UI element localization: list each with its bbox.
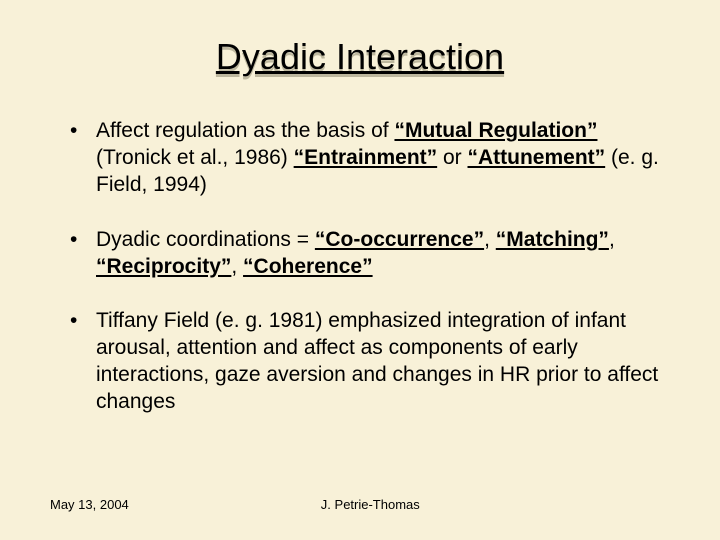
emphasis-text: “Attunement”	[468, 146, 606, 169]
bullet-item: Dyadic coordinations = “Co-occurrence”, …	[78, 227, 670, 281]
emphasis-text: “Entrainment”	[294, 146, 438, 169]
body-text: ,	[609, 228, 615, 251]
body-text: ,	[231, 255, 243, 278]
footer-date: May 13, 2004	[50, 497, 261, 512]
emphasis-text: “Coherence”	[243, 255, 373, 278]
emphasis-text: “Mutual Regulation”	[394, 119, 597, 142]
body-text: Dyadic coordinations =	[96, 228, 315, 251]
bullet-list: Affect regulation as the basis of “Mutua…	[50, 118, 670, 416]
emphasis-text: “Co-occurrence”	[315, 228, 484, 251]
body-text: Tiffany Field (e. g. 1981) emphasized in…	[96, 309, 658, 413]
emphasis-text: “Reciprocity”	[96, 255, 231, 278]
title-text: Dyadic Interaction	[216, 36, 504, 77]
emphasis-text: “Matching”	[496, 228, 609, 251]
bullet-item: Tiffany Field (e. g. 1981) emphasized in…	[78, 308, 670, 416]
slide-title: Dyadic Interaction Dyadic Interaction	[50, 36, 670, 78]
body-text: or	[437, 146, 467, 169]
bullet-item: Affect regulation as the basis of “Mutua…	[78, 118, 670, 199]
footer-author: J. Petrie-Thomas	[261, 497, 670, 512]
body-text: ,	[484, 228, 496, 251]
slide: Dyadic Interaction Dyadic Interaction Af…	[0, 0, 720, 540]
slide-footer: May 13, 2004 J. Petrie-Thomas	[50, 497, 670, 512]
body-text: (Tronick et al., 1986)	[96, 146, 294, 169]
body-text: Affect regulation as the basis of	[96, 119, 394, 142]
